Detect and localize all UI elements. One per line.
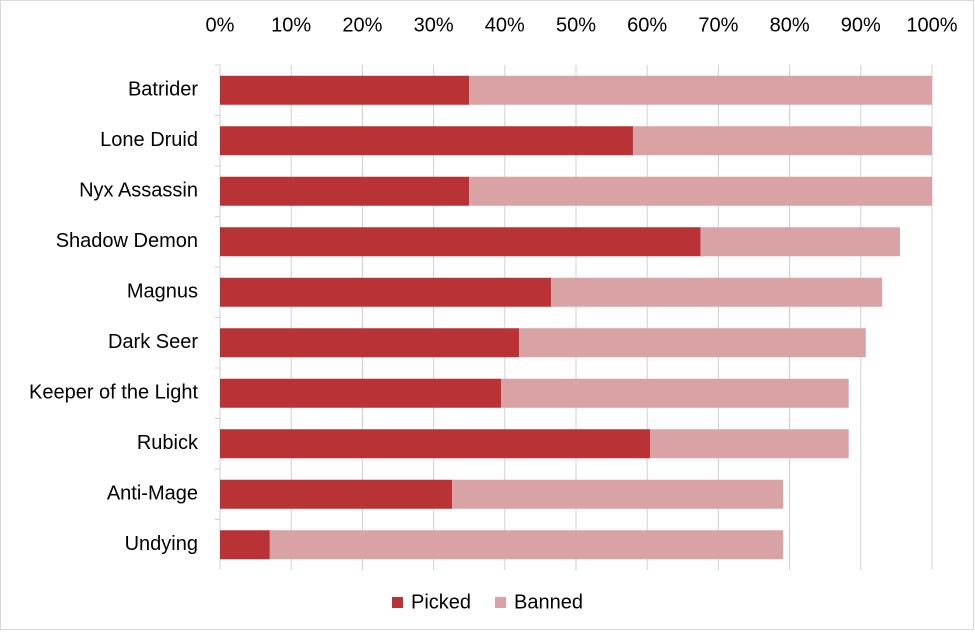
y-tick-label: Anti-Mage (107, 483, 198, 505)
x-tick-label: 30% (414, 14, 454, 36)
y-tick-label: Magnus (127, 281, 198, 303)
y-tick-label: Rubick (137, 432, 199, 454)
legend-swatch (392, 597, 403, 608)
bar-segment (452, 479, 784, 509)
legend-label: Picked (411, 591, 471, 613)
bar-segment (220, 530, 270, 560)
y-tick-label: Dark Seer (108, 331, 198, 353)
y-tick-label: Keeper of the Light (29, 382, 198, 404)
bar-segment (469, 75, 932, 105)
y-tick-label: Shadow Demon (56, 230, 198, 252)
x-tick-label: 80% (770, 14, 810, 36)
bar-segment (469, 176, 932, 206)
y-tick-label: Undying (125, 533, 198, 555)
bar-segment (220, 378, 502, 408)
x-tick-label: 90% (841, 14, 881, 36)
bar-segment (269, 530, 784, 560)
x-tick-label: 50% (556, 14, 596, 36)
bar-segment (220, 126, 633, 156)
bar-segment (220, 277, 552, 307)
bar-segment (519, 328, 866, 358)
x-tick-label: 40% (485, 14, 525, 36)
bar-segment (650, 429, 849, 459)
x-tick-label: 0% (206, 14, 235, 36)
legend-label: Banned (514, 591, 583, 613)
x-tick-label: 60% (627, 14, 667, 36)
bar-segment (220, 328, 520, 358)
bar-segment (632, 126, 932, 156)
bar-segment (501, 378, 849, 408)
bar-segment (220, 75, 470, 105)
x-tick-label: 20% (342, 14, 382, 36)
y-tick-label: Nyx Assassin (79, 180, 198, 202)
bar-segment (220, 176, 470, 206)
y-tick-label: Batrider (128, 79, 198, 101)
y-tick-label: Lone Druid (100, 129, 198, 151)
bar-segment (700, 227, 900, 257)
x-tick-label: 70% (698, 14, 738, 36)
legend-swatch (495, 597, 507, 608)
bar-segment (551, 277, 883, 307)
x-tick-label: 10% (271, 14, 311, 36)
x-tick-label: 100% (906, 14, 957, 36)
bar-segment (220, 227, 701, 257)
bar-segment (220, 479, 453, 509)
bar-segment (220, 429, 651, 459)
